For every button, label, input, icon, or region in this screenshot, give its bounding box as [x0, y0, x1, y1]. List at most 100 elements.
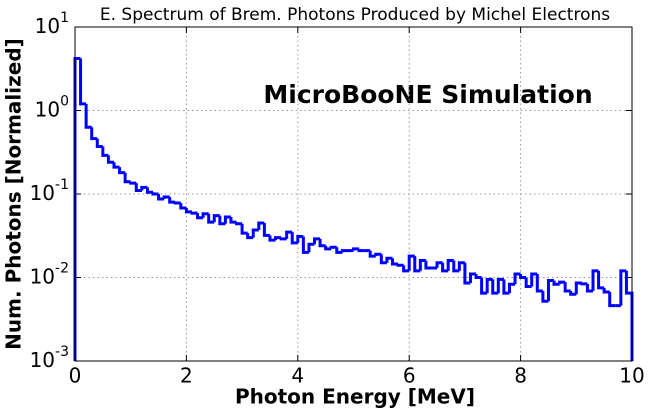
- histogram-bin: [535, 274, 543, 293]
- histogram-bin: [390, 258, 399, 266]
- histogram-bin: [574, 281, 582, 295]
- histogram-bin: [279, 237, 287, 241]
- histogram-bin: [368, 250, 376, 258]
- x-tick-label: 6: [403, 364, 416, 388]
- histogram-bin: [585, 283, 594, 293]
- histogram-bin: [385, 256, 393, 263]
- histogram-bin: [335, 247, 343, 254]
- histogram-bin: [352, 247, 360, 251]
- histogram-bin: [558, 280, 566, 285]
- histogram-bin: [597, 270, 605, 290]
- histogram-bin: [541, 290, 549, 303]
- histogram-bin: [468, 272, 477, 283]
- x-tick-label: 0: [69, 364, 82, 388]
- histogram-bin: [519, 274, 527, 279]
- histogram-bin: [168, 197, 176, 204]
- histogram-bin: [212, 214, 220, 223]
- histogram-bin: [480, 277, 488, 295]
- histogram-bin: [95, 138, 103, 149]
- y-tick-label: 10-3: [30, 344, 69, 372]
- histogram-bin: [507, 282, 516, 294]
- histogram-bin: [313, 237, 321, 245]
- histogram-bin: [402, 265, 410, 273]
- x-tick-label: 2: [180, 364, 193, 388]
- histogram-bin: [418, 258, 426, 271]
- x-tick-label: 8: [514, 364, 527, 388]
- histogram-bin: [513, 272, 521, 285]
- histogram-bin: [435, 261, 443, 268]
- histogram-bin: [307, 242, 315, 253]
- histogram-bin: [379, 254, 387, 265]
- histogram-bin: [580, 282, 588, 286]
- histogram-bin: [569, 290, 577, 296]
- histogram-bin: [296, 234, 304, 243]
- histogram-bin: [602, 287, 610, 294]
- histogram-bin: [318, 238, 326, 248]
- histogram-bin: [452, 260, 460, 273]
- histogram-bin: [357, 248, 365, 253]
- histogram-bin: [552, 280, 560, 286]
- histogram-bin: [90, 127, 98, 141]
- histogram-bin: [624, 270, 634, 361]
- histogram-bin: [79, 58, 87, 106]
- histogram-bin: [268, 235, 276, 242]
- histogram-bin: [530, 272, 538, 287]
- x-tick-label: 10: [619, 364, 644, 388]
- histogram-bin: [301, 236, 309, 254]
- histogram-bin: [413, 256, 421, 273]
- histogram-bin: [396, 263, 404, 267]
- histogram-bin: [329, 245, 337, 249]
- histogram-bin: [106, 155, 114, 164]
- histogram-bin: [101, 146, 109, 157]
- histogram-bin: [123, 172, 131, 184]
- histogram-bin: [157, 194, 165, 201]
- histogram-bin: [463, 262, 471, 285]
- histogram-bin: [173, 201, 181, 205]
- histogram-bin: [145, 187, 153, 194]
- histogram-bin: [424, 260, 432, 270]
- histogram-bin: [340, 249, 348, 253]
- histogram-bin: [485, 277, 493, 294]
- histogram-bin: [84, 103, 92, 129]
- histogram-bin: [251, 228, 259, 238]
- histogram-bin: [196, 213, 204, 220]
- histogram-bin: [179, 203, 187, 210]
- histogram-bin: [524, 277, 532, 289]
- histogram-bin: [240, 223, 248, 235]
- histogram-bin: [474, 274, 482, 279]
- histogram-bin: [563, 282, 571, 293]
- histogram-bin: [235, 222, 243, 226]
- histogram-bin: [324, 245, 332, 251]
- y-tick-label: 10-2: [30, 261, 69, 289]
- histogram-bin: [491, 279, 499, 295]
- histogram-bin: [246, 233, 254, 240]
- histogram-bin: [608, 292, 616, 308]
- histogram-bin: [407, 254, 415, 271]
- histogram-bin: [441, 262, 449, 273]
- histogram-bin: [290, 232, 298, 245]
- y-tick-label: 10-1: [30, 177, 69, 205]
- histogram-bin: [446, 258, 454, 271]
- histogram-bin: [129, 181, 137, 185]
- y-tick-label: 100: [35, 94, 69, 122]
- chart-title: E. Spectrum of Brem. Photons Produced by…: [100, 5, 610, 25]
- histogram-bin: [374, 252, 382, 257]
- histogram-bin: [591, 269, 599, 291]
- histogram-bin: [262, 222, 270, 237]
- histogram-bin: [151, 192, 159, 196]
- x-tick-label: 4: [291, 364, 304, 388]
- histogram-bin: [285, 230, 293, 239]
- histogram-bin: [619, 269, 627, 306]
- plot-frame: [74, 26, 633, 362]
- histogram-bin: [118, 167, 126, 175]
- histogram-bin: [496, 277, 504, 294]
- histogram-bin: [134, 183, 142, 193]
- x-axis-label: Photon Energy [MeV]: [235, 385, 475, 409]
- histogram-bin: [274, 236, 282, 241]
- histogram-bin: [257, 221, 265, 231]
- y-axis-label: Num. Photons [Normalized]: [2, 38, 26, 350]
- histogram-bin: [162, 195, 170, 200]
- histogram-bin: [201, 212, 209, 218]
- histogram-bin: [502, 279, 510, 295]
